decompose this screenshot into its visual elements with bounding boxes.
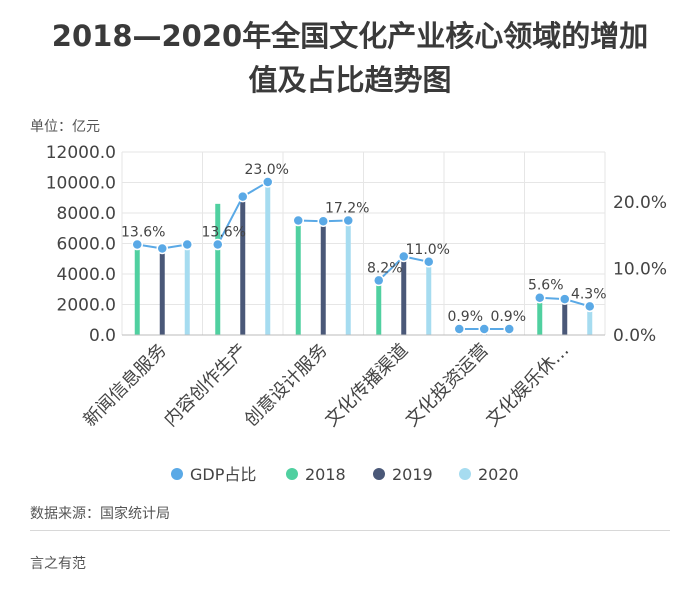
bar-2018 (376, 283, 382, 335)
bar-2018 (537, 298, 543, 335)
chart-title: 2018—2020年全国文化产业核心领域的增加 值及占比趋势图 (0, 14, 700, 102)
x-tick-label: 创意设计服务 (241, 340, 332, 431)
source-text: 数据来源：国家统计局 (30, 506, 170, 522)
gdp-share-point (373, 274, 385, 287)
gdp-share-point (453, 323, 465, 335)
bar-2019 (320, 219, 326, 335)
gdp-share-point (212, 238, 224, 251)
chart-title-line2: 值及占比趋势图 (248, 63, 452, 97)
gdp-share-label: 13.6% (202, 224, 246, 240)
bar-2019 (401, 260, 407, 335)
y-right-tick-label: 20.0% (613, 193, 667, 213)
legend-item: GDP占比 (190, 465, 256, 484)
y-left-tick-label: 2000.0 (57, 296, 116, 316)
gdp-share-point (559, 293, 571, 305)
x-tick-label: 文化传播渠道 (321, 340, 412, 431)
bar-2020 (265, 185, 271, 335)
bar-2020 (426, 261, 432, 335)
chart-title-line1: 2018—2020年全国文化产业核心领域的增加 (51, 19, 649, 53)
gdp-share-point (342, 214, 354, 227)
x-tick-label: 内容创作生产 (160, 340, 251, 431)
bar-2018 (295, 225, 301, 335)
gdp-share-point (398, 250, 410, 263)
bar-2020 (587, 307, 593, 335)
gdp-share-point (423, 256, 435, 268)
legend-item: 2019 (392, 465, 433, 484)
bar-2020 (184, 241, 190, 335)
bar-2019 (159, 248, 165, 335)
legend-marker (286, 468, 298, 480)
bar-2018 (215, 203, 221, 335)
bar-2019 (562, 301, 568, 335)
x-tick-label: 文化娱乐休… (482, 340, 573, 431)
bar-2019 (240, 197, 246, 335)
legend-item: 2020 (478, 465, 519, 484)
gdp-share-point (237, 190, 249, 203)
gdp-share-label: 0.9% (490, 309, 526, 325)
x-tick-label: 文化投资运营 (402, 340, 493, 431)
gdp-share-point (181, 238, 193, 251)
y-left-tick-label: 8000.0 (57, 204, 116, 224)
gdp-share-point (131, 238, 143, 251)
bar-2020 (345, 217, 351, 335)
gdp-share-point (534, 291, 546, 304)
gdp-share-point (584, 300, 596, 313)
legend-marker (171, 468, 183, 480)
gdp-share-point (156, 242, 168, 255)
y-right-tick-label: 0.0% (613, 326, 656, 346)
chart-area: 0.0 2000.0 4000.0 6000.0 8000.0 10000.0 12000.… (46, 143, 667, 484)
y-left-tick-label: 10000.0 (46, 174, 116, 194)
y-left-tick-label: 12000.0 (46, 143, 116, 163)
gdp-share-point (292, 214, 304, 227)
gdp-share-point (503, 323, 515, 335)
gdp-share-label: 4.3% (571, 286, 607, 302)
gdp-share-label: 17.2% (325, 201, 369, 217)
gdp-share-point (317, 215, 329, 227)
gdp-share-label: 23.0% (245, 162, 289, 178)
y-left-tick-label: 0.0 (89, 326, 116, 346)
gdp-share-label: 11.0% (406, 242, 450, 258)
bar-2018 (134, 249, 140, 335)
y-left-tick-label: 4000.0 (57, 265, 116, 285)
gdp-share-label: 13.6% (121, 224, 165, 240)
gdp-share-point (262, 176, 274, 188)
legend-marker (373, 468, 385, 480)
legend-marker (459, 468, 471, 480)
legend-item: 2018 (305, 465, 346, 484)
y-right-tick-label: 10.0% (613, 259, 667, 279)
gdp-share-label: 8.2% (367, 260, 403, 276)
gdp-share-point (478, 323, 490, 335)
y-left-tick-label: 6000.0 (57, 235, 116, 255)
gdp-share-label: 5.6% (528, 278, 564, 294)
gdp-share-label: 0.9% (447, 309, 483, 325)
divider (30, 530, 670, 531)
brand-text: 言之有范 (30, 556, 86, 572)
unit-label: 单位：亿元 (30, 119, 100, 135)
x-tick-label: 新闻信息服务 (80, 340, 171, 431)
